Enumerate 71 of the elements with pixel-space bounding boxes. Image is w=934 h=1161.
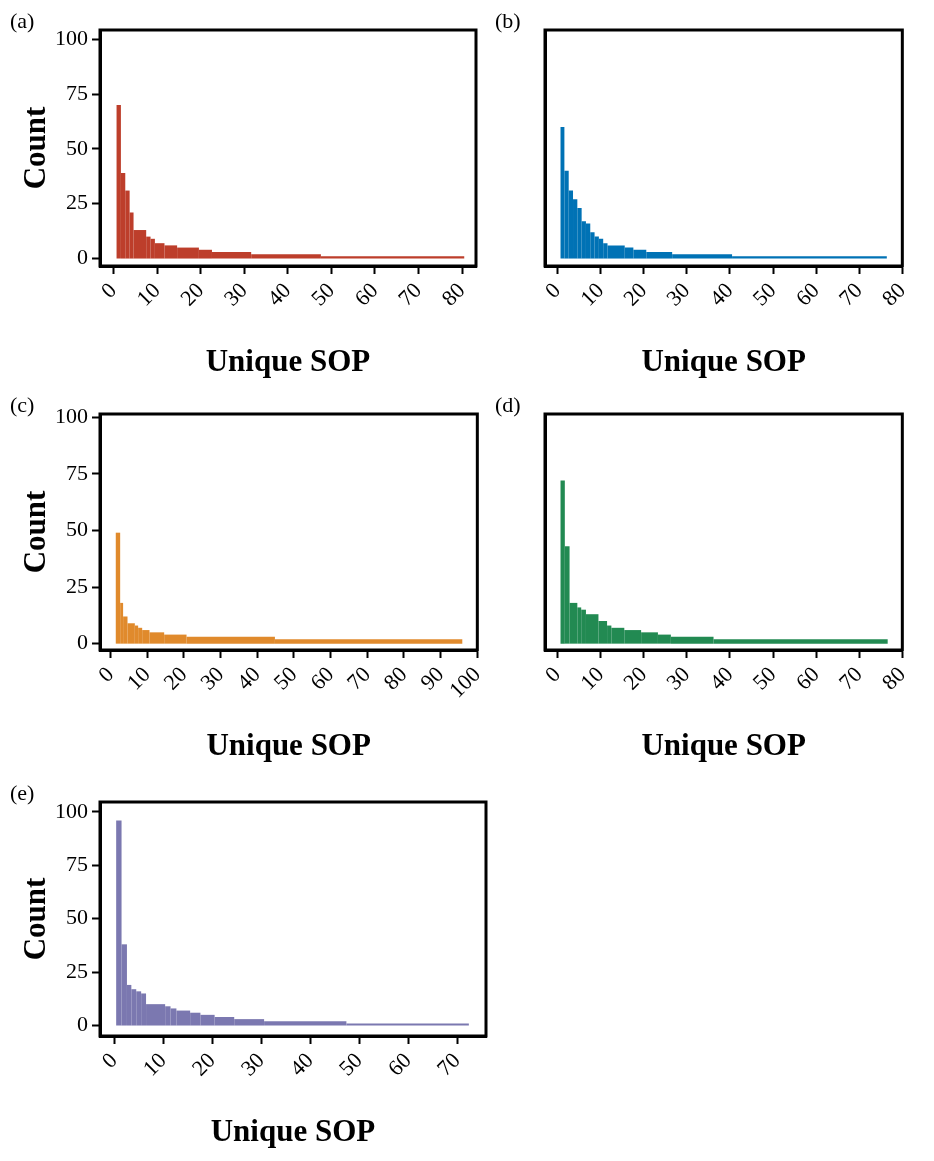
- y-tick-label: 0: [77, 629, 88, 655]
- x-tick-label: 0: [539, 277, 566, 303]
- y-tick-label: 100: [55, 797, 88, 823]
- x-tick-label: 30: [235, 1047, 269, 1081]
- y-tick-label: 50: [66, 516, 88, 542]
- x-tick-label: 80: [436, 277, 470, 311]
- x-tick-label: 70: [392, 277, 427, 311]
- x-tick-label: 40: [231, 661, 265, 695]
- x-tick-label: 60: [790, 661, 824, 695]
- y-tick-label: 75: [66, 459, 88, 485]
- x-tick-label: 40: [284, 1047, 318, 1081]
- x-axis-title: Unique SOP: [641, 727, 806, 763]
- x-tick-label: 0: [95, 277, 122, 303]
- x-tick-label: 60: [349, 277, 383, 311]
- chart-title: (c): [10, 392, 35, 418]
- x-tick-label: 20: [618, 661, 652, 695]
- chart-title: (b): [495, 8, 521, 34]
- x-tick-label: 60: [305, 661, 339, 695]
- y-tick-label: 25: [66, 957, 88, 983]
- x-tick-label: 20: [175, 277, 209, 311]
- y-tick-label: 0: [77, 1011, 88, 1037]
- x-tick-label: 70: [341, 661, 375, 695]
- x-tick-label: 70: [431, 1047, 465, 1081]
- x-tick-label: 40: [704, 277, 738, 311]
- x-tick-label: 10: [121, 661, 155, 695]
- x-tick-label: 50: [747, 661, 781, 695]
- y-tick-label: 100: [55, 24, 88, 50]
- x-tick-label: 0: [539, 661, 566, 687]
- y-tick-label: 75: [66, 79, 88, 105]
- x-tick-label: 30: [661, 277, 695, 311]
- x-tick-label: 30: [195, 661, 229, 695]
- x-tick-label: 10: [137, 1047, 171, 1081]
- x-axis-title: Unique SOP: [206, 727, 371, 763]
- x-tick-label: 40: [704, 661, 738, 695]
- x-tick-label: 50: [333, 1047, 367, 1081]
- x-tick-label: 30: [218, 277, 252, 311]
- x-tick-label: 20: [618, 277, 652, 311]
- x-tick-label: 70: [833, 277, 867, 311]
- x-tick-label: 80: [876, 277, 910, 311]
- chart-title: (a): [10, 8, 35, 34]
- x-tick-label: 10: [574, 277, 609, 311]
- x-tick-label: 50: [305, 277, 339, 311]
- x-tick-label: 60: [382, 1047, 416, 1081]
- y-tick-label: 0: [77, 244, 88, 270]
- x-axis-title: Unique SOP: [205, 343, 371, 379]
- x-tick-label: 50: [747, 277, 781, 311]
- x-tick-label: 80: [378, 661, 412, 695]
- chart-title: (d): [495, 392, 521, 418]
- x-tick-label: 60: [790, 277, 824, 311]
- y-tick-label: 75: [66, 851, 88, 877]
- y-axis-title: Count: [16, 105, 52, 190]
- y-tick-label: 50: [66, 134, 88, 160]
- x-tick-label: 20: [186, 1047, 220, 1081]
- x-tick-label: 40: [262, 277, 296, 311]
- x-tick-label: 70: [833, 661, 867, 695]
- y-tick-label: 25: [66, 572, 88, 598]
- x-tick-label: 20: [158, 661, 192, 695]
- y-tick-label: 50: [66, 904, 88, 930]
- x-tick-label: 30: [661, 661, 695, 695]
- x-tick-label: 0: [96, 1047, 122, 1073]
- x-tick-label: 80: [876, 661, 910, 695]
- y-axis-title: Count: [16, 876, 52, 961]
- x-axis-title: Unique SOP: [210, 1113, 376, 1149]
- x-tick-label: 10: [131, 277, 165, 311]
- y-tick-label: 25: [66, 189, 88, 215]
- x-axis-title: Unique SOP: [641, 343, 806, 379]
- y-axis-title: Count: [16, 489, 52, 574]
- chart-title: (e): [10, 780, 35, 806]
- x-tick-label: 50: [268, 661, 302, 695]
- y-tick-label: 100: [55, 402, 88, 428]
- x-tick-label: 10: [574, 661, 609, 695]
